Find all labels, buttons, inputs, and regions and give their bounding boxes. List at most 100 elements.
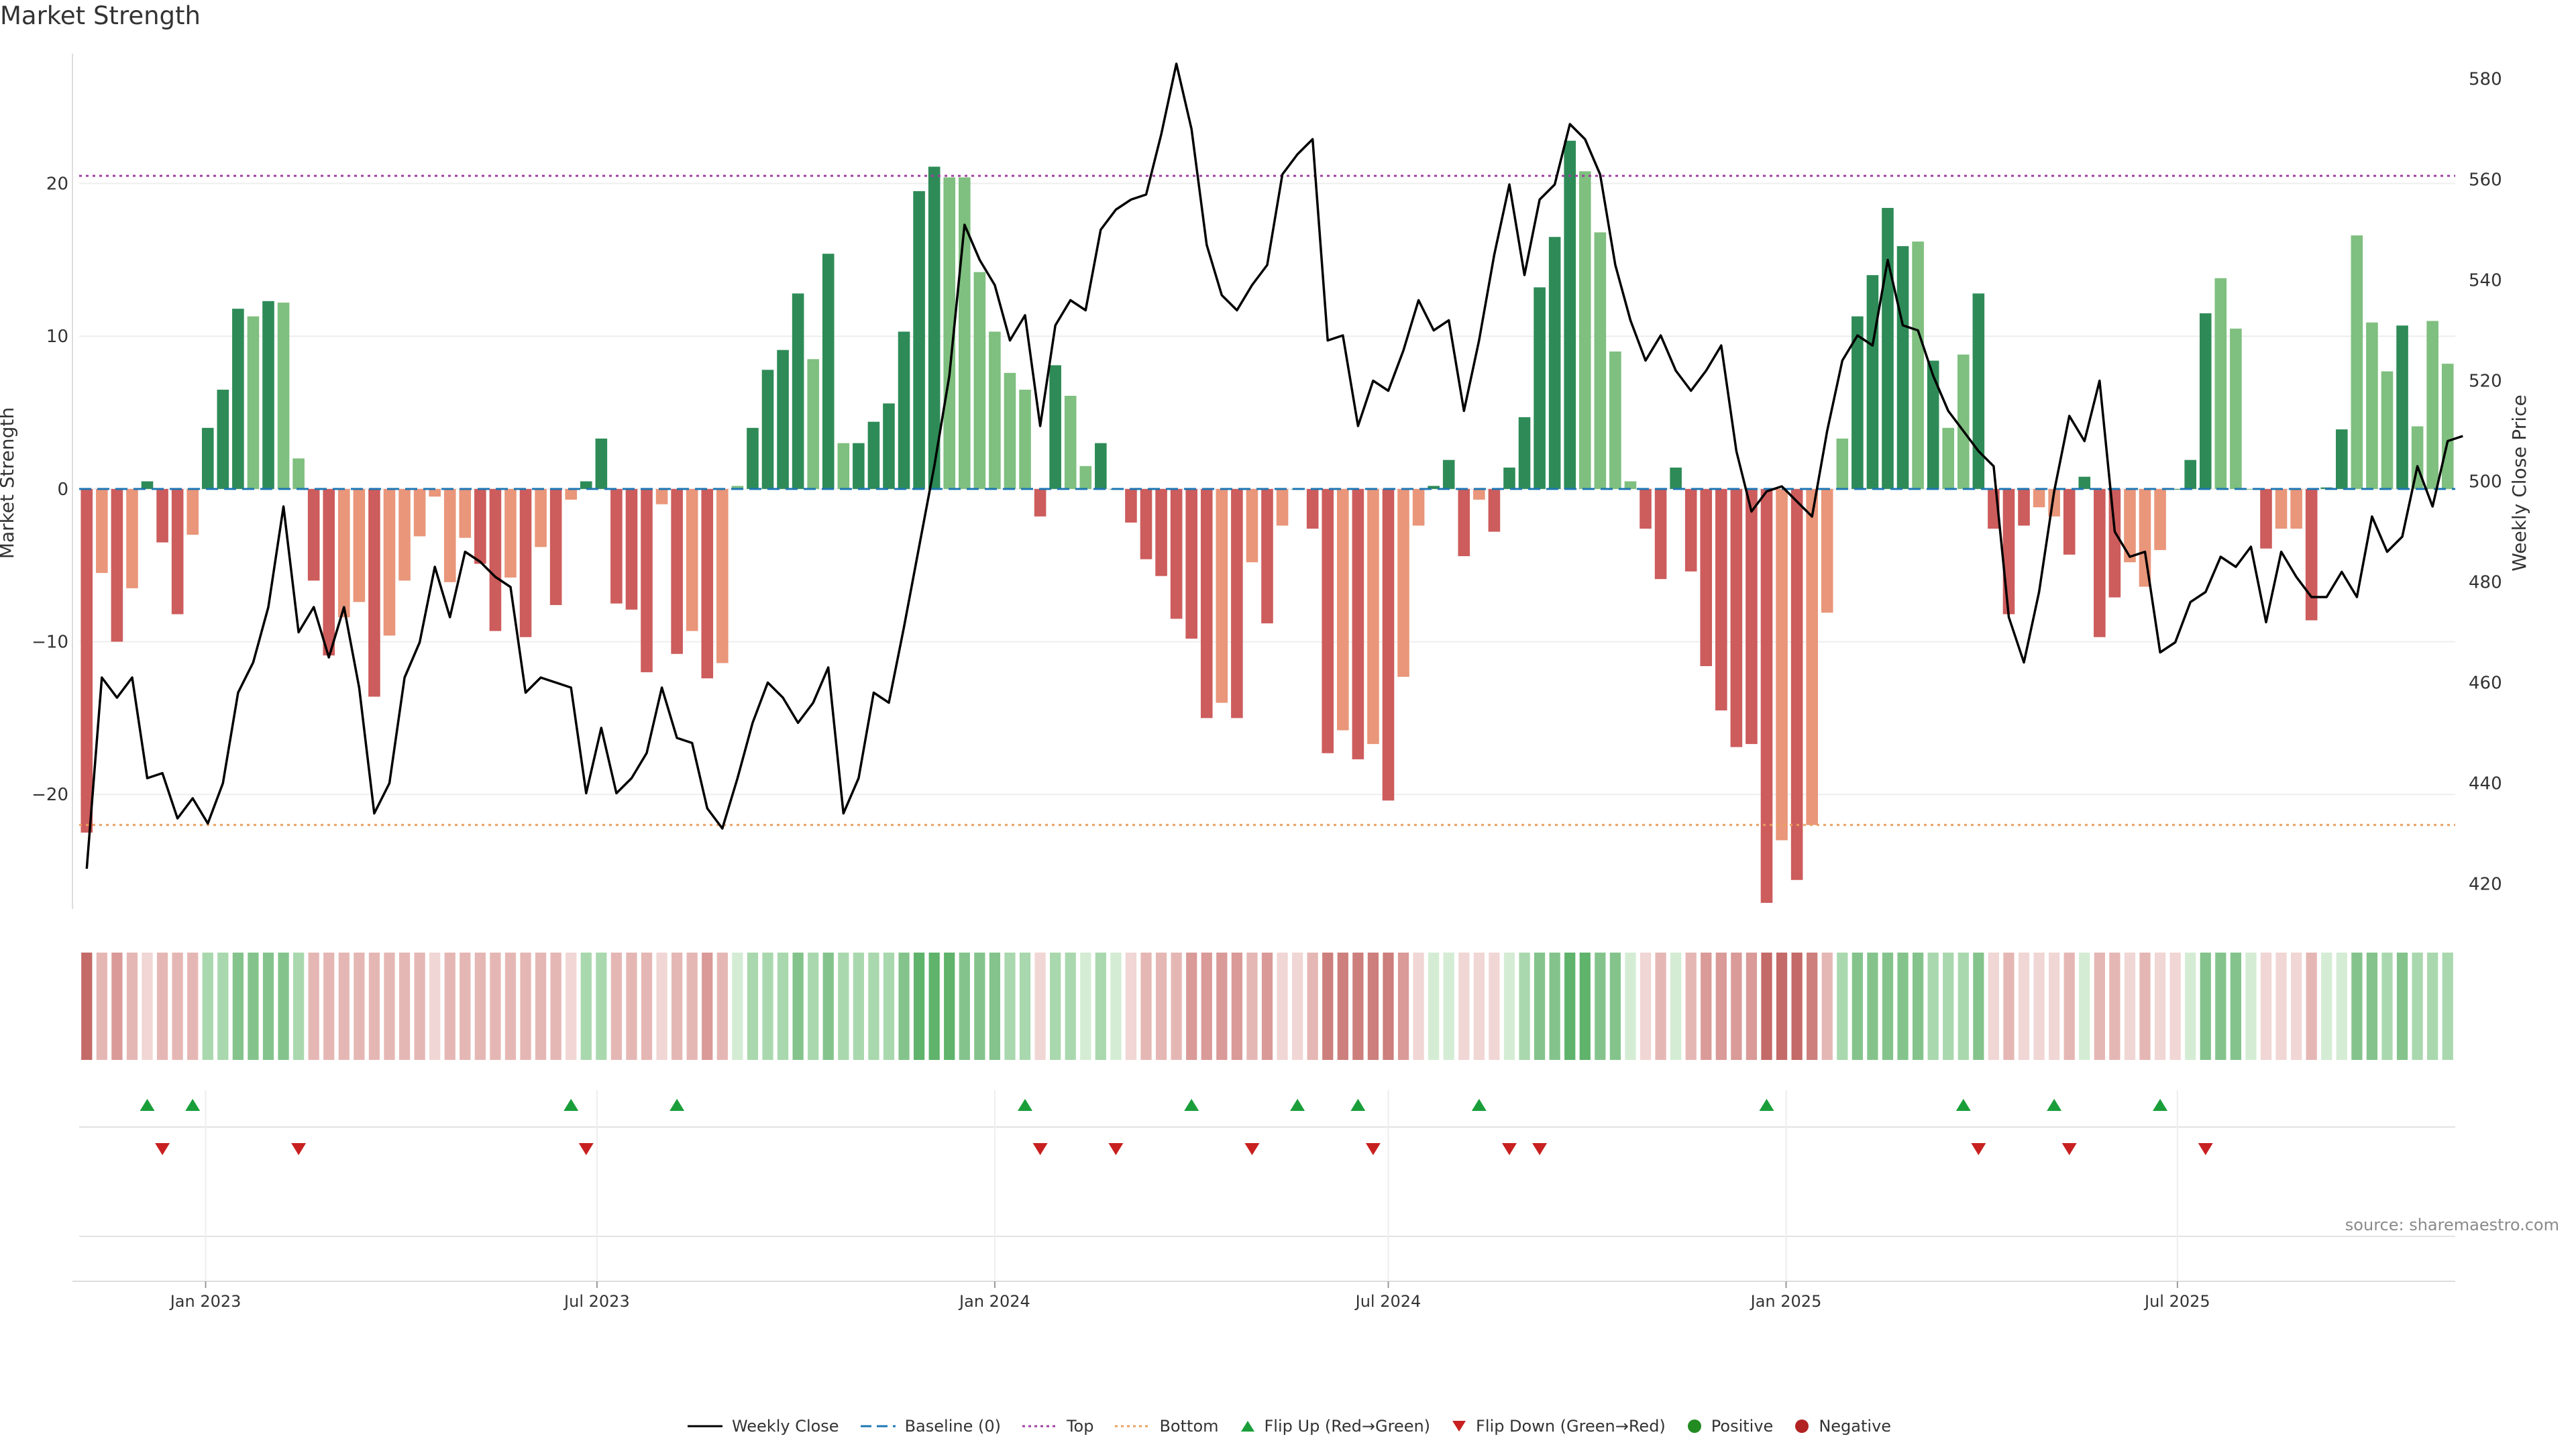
strength-bar xyxy=(111,488,123,642)
heat-cell xyxy=(716,953,728,1060)
heat-cell xyxy=(928,953,940,1060)
heat-cell xyxy=(1110,953,1122,1060)
heat-cell xyxy=(1080,953,1091,1060)
strength-bar xyxy=(1095,443,1107,489)
strength-bar xyxy=(1730,488,1743,747)
strength-bar xyxy=(1640,488,1652,529)
heat-cell xyxy=(838,953,849,1060)
strength-bar xyxy=(549,488,562,605)
heat-cell xyxy=(1595,953,1606,1060)
strength-bar xyxy=(1216,488,1228,703)
heat-cell xyxy=(868,953,879,1060)
strength-bar xyxy=(2078,476,2091,489)
heat-cell xyxy=(762,953,773,1060)
heat-cell xyxy=(1549,953,1560,1060)
strength-bar xyxy=(1306,488,1319,529)
heat-cell xyxy=(989,953,1001,1060)
strength-bar xyxy=(1382,488,1395,801)
heat-cell xyxy=(1458,953,1470,1060)
heat-cell xyxy=(580,953,592,1060)
strength-bar xyxy=(973,272,986,489)
strength-bar xyxy=(1458,488,1470,557)
flip-up-marker xyxy=(1290,1099,1305,1111)
strength-bar xyxy=(126,488,138,588)
x-tick-label: Jan 2024 xyxy=(958,1292,1030,1311)
heat-cell xyxy=(490,953,501,1060)
heat-cell xyxy=(474,953,486,1060)
flip-markers-panel xyxy=(79,1099,2455,1237)
flip-down-marker xyxy=(1532,1143,1548,1155)
strength-bar xyxy=(1609,351,1621,489)
strength-bar xyxy=(610,488,623,604)
heat-cell xyxy=(1201,953,1212,1060)
strength-bar xyxy=(1927,360,1939,489)
strength-bar xyxy=(1442,460,1455,489)
strength-bar xyxy=(2275,488,2288,529)
strength-bar xyxy=(80,488,93,833)
heat-cell xyxy=(1837,953,1848,1060)
strength-bar xyxy=(519,488,532,637)
strength-bar xyxy=(1367,488,1379,745)
strength-bar xyxy=(1534,287,1546,489)
heat-cell xyxy=(1776,953,1788,1060)
strength-bar xyxy=(1397,488,1409,677)
strength-bar xyxy=(1322,488,1334,753)
heat-cell xyxy=(1277,953,1288,1060)
strength-bar xyxy=(580,481,592,489)
flip-down-marker xyxy=(1365,1143,1381,1155)
strength-bar xyxy=(2094,488,2106,637)
x-tick-label: Jul 2023 xyxy=(563,1292,630,1311)
heat-cell xyxy=(2336,953,2347,1060)
heat-cell xyxy=(1534,953,1546,1060)
heat-cell xyxy=(2139,953,2151,1060)
strength-bar xyxy=(1200,488,1213,718)
heat-cell xyxy=(732,953,743,1060)
strength-bar xyxy=(338,488,350,618)
heat-cell xyxy=(187,953,199,1060)
heat-cell xyxy=(2381,953,2393,1060)
heat-cell xyxy=(323,953,335,1060)
heat-cell xyxy=(535,953,547,1060)
strength-bar xyxy=(2214,278,2227,489)
strength-bar xyxy=(1821,488,1833,613)
x-tick-label: Jan 2023 xyxy=(169,1292,241,1311)
heat-cell xyxy=(414,953,425,1060)
strength-bar xyxy=(292,458,305,489)
flip-up-marker xyxy=(1018,1099,1033,1111)
x-tick-label: Jan 2025 xyxy=(1750,1292,1822,1311)
x-tick-label: Jul 2025 xyxy=(2143,1292,2210,1311)
heat-cell xyxy=(1761,953,1772,1060)
strength-bar xyxy=(1125,488,1137,523)
heat-cell xyxy=(2351,953,2363,1060)
strength-bar xyxy=(1866,275,1879,489)
strength-bar xyxy=(883,403,895,489)
heat-cell xyxy=(460,953,471,1060)
flip-down-marker xyxy=(1244,1143,1260,1155)
legend-flip-up: Flip Up (Red→Green) xyxy=(1238,1417,1430,1436)
heat-cell xyxy=(944,953,955,1060)
heat-cell xyxy=(1640,953,1652,1060)
left-tick-label: −20 xyxy=(32,785,68,805)
heat-cell xyxy=(2412,953,2423,1060)
strength-bar xyxy=(1548,237,1561,489)
left-axis-label: Market Strength xyxy=(0,407,18,559)
heat-cell xyxy=(1821,953,1833,1060)
heat-cell xyxy=(1791,953,1803,1060)
heat-cell xyxy=(2200,953,2211,1060)
heat-cell xyxy=(1443,953,1454,1060)
heat-cell xyxy=(792,953,804,1060)
strength-bar xyxy=(459,488,472,538)
heat-cell xyxy=(2003,953,2015,1060)
heat-cell xyxy=(959,953,970,1060)
heat-cell xyxy=(2260,953,2272,1060)
heat-strip-panel xyxy=(81,953,2453,1060)
strength-bar xyxy=(217,389,229,489)
strength-bar xyxy=(837,443,850,489)
strength-bar xyxy=(2290,488,2302,529)
heat-cell xyxy=(2109,953,2121,1060)
legend-weekly-close: Weekly Close xyxy=(685,1417,839,1436)
legend-positive-label: Positive xyxy=(1711,1417,1774,1436)
heat-cell xyxy=(1050,953,1061,1060)
strength-bar xyxy=(2260,488,2272,549)
flip-up-marker xyxy=(1184,1099,1199,1111)
